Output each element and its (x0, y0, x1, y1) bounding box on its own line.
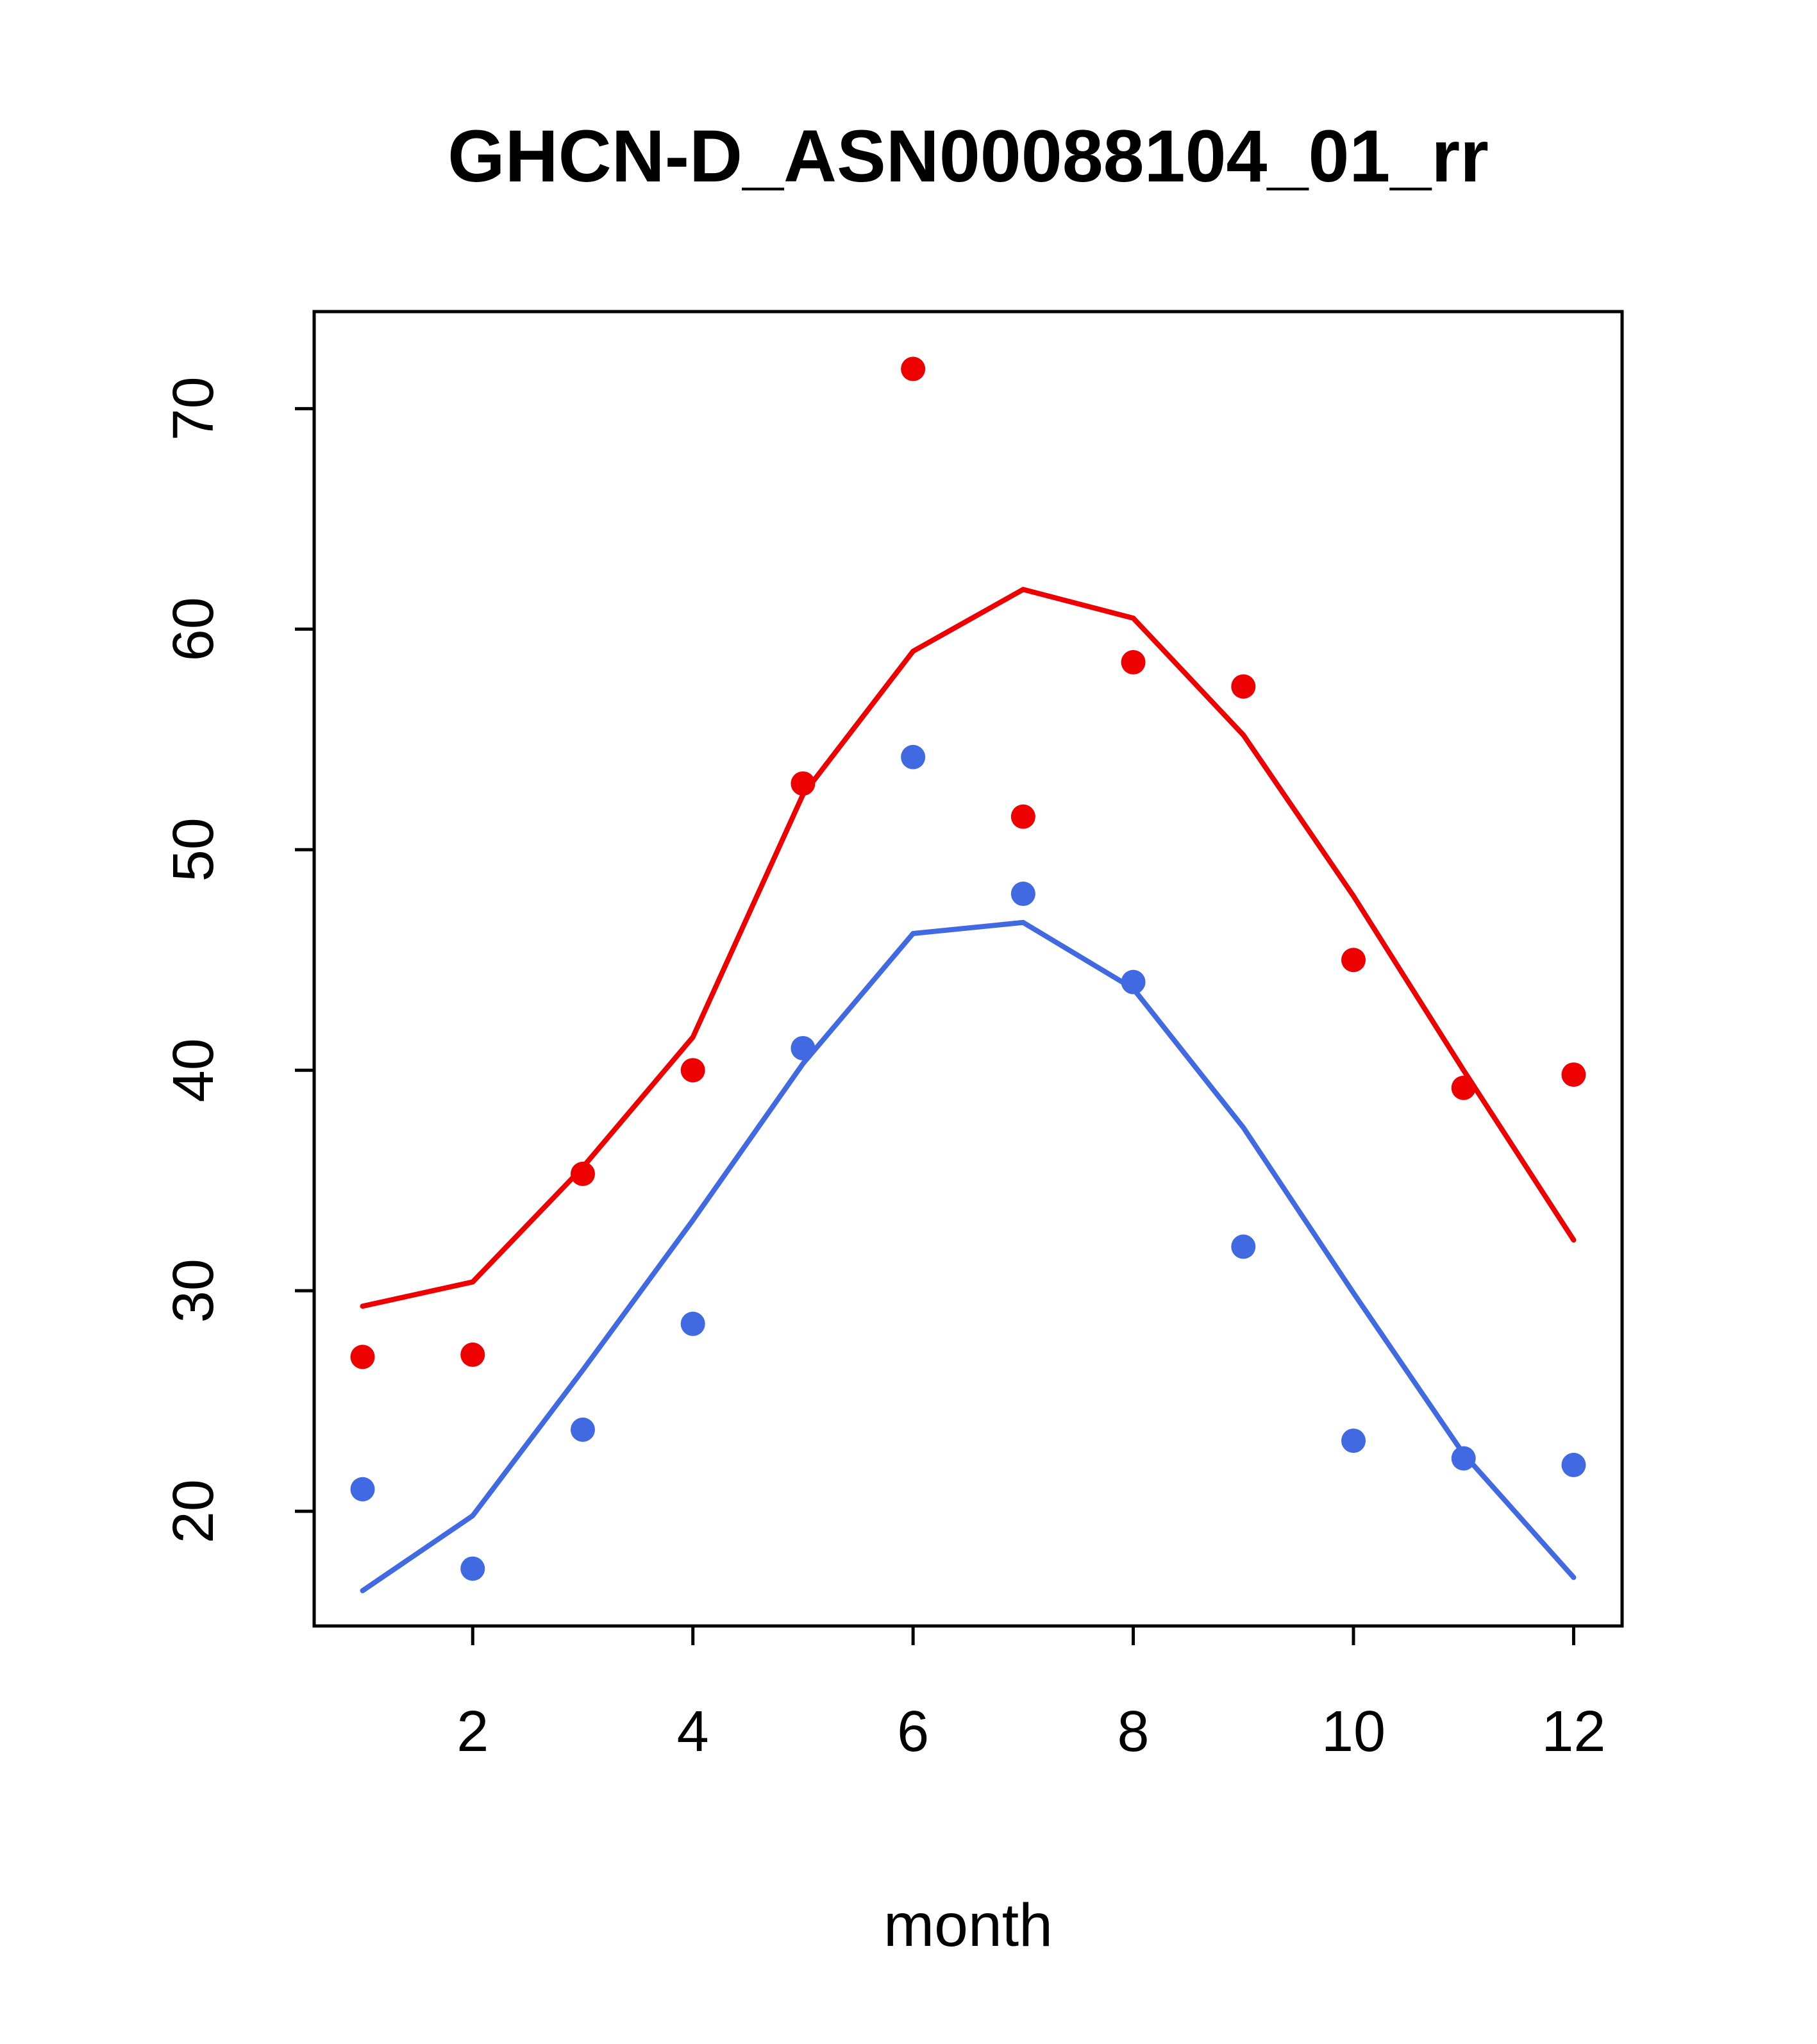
series-red-points-marker (1341, 948, 1366, 973)
series-blue-points-marker (570, 1417, 595, 1442)
series-blue-points-marker (791, 1035, 816, 1060)
series-blue-points-marker (1231, 1234, 1256, 1259)
series-blue-points-marker (460, 1556, 485, 1581)
series-red-points-marker (1121, 649, 1146, 674)
series-red-points-marker (1231, 674, 1256, 699)
plot-generated-content: 2 4 6 8 10 12 20 30 40 50 60 70 (162, 310, 1624, 1764)
series-red-points-marker (1561, 1062, 1586, 1087)
x-tick-label: 6 (897, 1700, 929, 1764)
y-tick-label: 20 (162, 1479, 226, 1543)
series-red-points-marker (570, 1161, 595, 1186)
plot-border (312, 310, 1624, 1628)
x-axis-label: month (883, 1891, 1053, 1959)
chart-title: GHCN-D_ASN00088104_01_rr (448, 115, 1489, 197)
series-blue-points-marker (680, 1311, 705, 1336)
x-tick-label: 12 (1541, 1700, 1605, 1764)
series-red-points-marker (460, 1342, 485, 1367)
series-blue-points-marker (1010, 882, 1035, 907)
series-blue-points-marker (350, 1477, 375, 1502)
x-tick-label: 8 (1118, 1700, 1150, 1764)
series-red-points-marker (1010, 804, 1035, 829)
y-tick-label: 50 (162, 817, 226, 882)
y-tick-label: 60 (162, 597, 226, 661)
series-blue-points-marker (1451, 1446, 1476, 1471)
y-tick-label: 40 (162, 1038, 226, 1102)
series-blue-points-marker (1341, 1428, 1366, 1453)
x-tick-label: 2 (456, 1700, 489, 1764)
series-red-points-marker (901, 356, 926, 381)
x-tick-label: 4 (677, 1700, 709, 1764)
series-blue-points-marker (1121, 969, 1146, 994)
series-red-points-marker (791, 771, 816, 796)
series-red-line (360, 587, 1577, 1309)
series-red-points-marker (680, 1058, 705, 1083)
series-blue-line (360, 919, 1577, 1593)
y-tick-label: 30 (162, 1259, 226, 1323)
y-tick-label: 70 (162, 376, 226, 440)
series-blue-points-marker (901, 744, 926, 769)
series-blue-points-marker (1561, 1452, 1586, 1477)
x-tick-label: 10 (1321, 1700, 1386, 1764)
series-red-points-marker (1451, 1075, 1476, 1100)
series-red-points-marker (350, 1345, 375, 1370)
